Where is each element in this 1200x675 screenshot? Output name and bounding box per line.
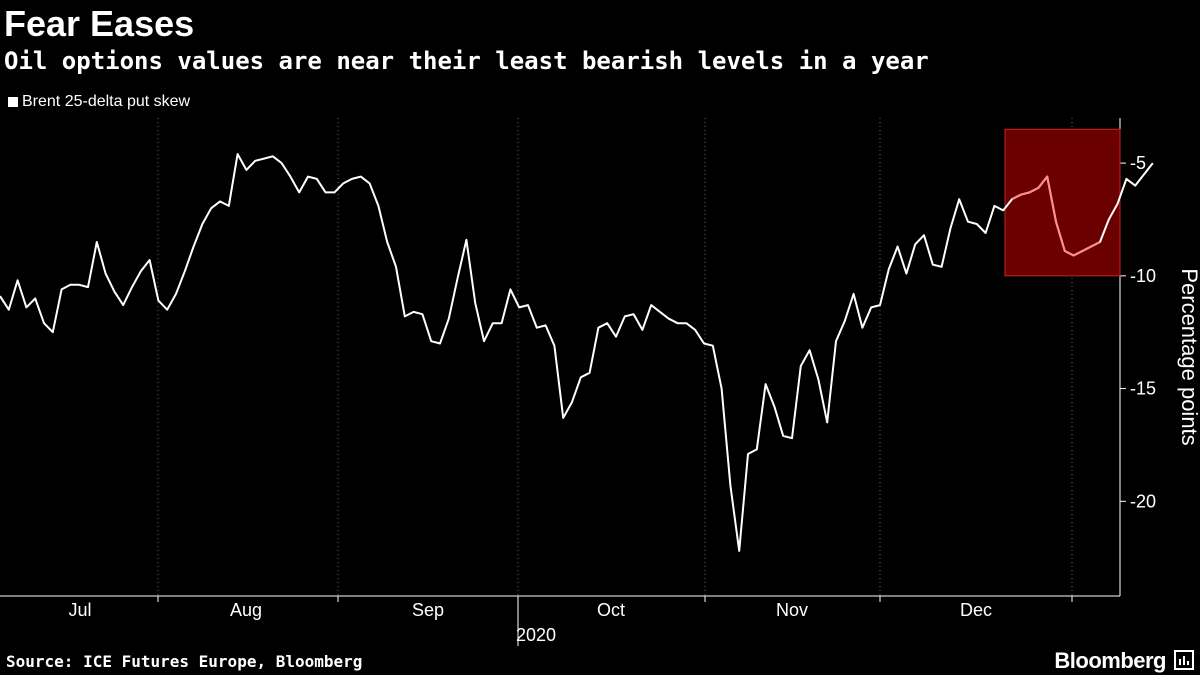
year-label: 2020 bbox=[516, 625, 556, 645]
x-tick-label: Dec bbox=[960, 600, 992, 620]
highlight-box bbox=[1004, 128, 1121, 277]
bloomberg-logo: Bloomberg bbox=[1054, 648, 1166, 673]
x-tick-label: Jul bbox=[68, 600, 91, 620]
x-tick-label: Nov bbox=[776, 600, 808, 620]
x-tick-label: Sep bbox=[412, 600, 444, 620]
y-axis-label: Percentage points bbox=[1177, 268, 1200, 445]
y-tick-label: -10 bbox=[1130, 266, 1156, 286]
y-tick-label: -20 bbox=[1130, 491, 1156, 511]
series-line-highlighted bbox=[1011, 175, 1101, 257]
chart-title: Fear Eases bbox=[4, 3, 195, 44]
chart-subtitle: Oil options values are near their least … bbox=[4, 47, 929, 75]
legend: Brent 25-delta put skew bbox=[8, 92, 190, 112]
legend-label: Brent 25-delta put skew bbox=[22, 93, 191, 110]
x-tick-label: Aug bbox=[230, 600, 262, 620]
bloomberg-mark-icon bbox=[1174, 650, 1194, 670]
legend-swatch bbox=[8, 97, 18, 107]
series-line-brent-put-skew bbox=[0, 153, 1154, 552]
x-tick-label: Oct bbox=[597, 600, 625, 620]
y-tick-label: -5 bbox=[1130, 153, 1146, 173]
y-tick-label: -15 bbox=[1130, 379, 1156, 399]
source-note: Source: ICE Futures Europe, Bloomberg bbox=[6, 652, 363, 671]
